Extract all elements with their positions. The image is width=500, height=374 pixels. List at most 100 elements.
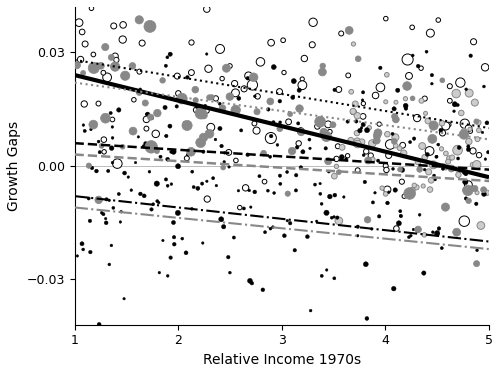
Point	[432, 154, 440, 160]
Point	[280, 70, 288, 76]
Point	[260, 150, 268, 156]
Point	[329, 122, 337, 128]
Point	[344, 73, 352, 79]
Point	[111, 53, 119, 59]
Point	[76, 56, 84, 62]
Point	[390, 138, 398, 144]
Point	[296, 105, 304, 111]
Point	[140, 143, 148, 149]
Point	[435, 226, 443, 232]
Point	[253, 109, 261, 115]
Point	[158, 77, 166, 83]
Point	[188, 206, 196, 212]
Point	[345, 27, 353, 33]
Point	[392, 134, 400, 140]
Point	[372, 92, 380, 98]
Point	[94, 197, 102, 203]
Point	[306, 145, 314, 151]
Point	[232, 157, 240, 163]
Point	[408, 24, 416, 30]
Point	[202, 51, 210, 57]
Point	[174, 91, 182, 96]
Point	[430, 172, 438, 178]
Point	[167, 149, 175, 155]
Point	[119, 22, 127, 28]
Point	[90, 122, 98, 128]
Point	[330, 214, 338, 220]
Point	[394, 87, 402, 93]
Point	[396, 208, 404, 214]
Point	[247, 204, 255, 210]
Point	[419, 183, 427, 189]
Point	[340, 194, 348, 200]
Point	[147, 144, 155, 150]
Point	[217, 216, 225, 222]
Point	[472, 261, 480, 267]
Point	[290, 78, 298, 84]
Point	[474, 120, 482, 126]
Point	[85, 163, 93, 169]
Point	[404, 56, 411, 62]
Point	[280, 233, 288, 239]
Point	[364, 217, 372, 223]
Point	[350, 41, 358, 47]
Point	[353, 138, 361, 144]
Point	[460, 128, 468, 134]
Point	[347, 137, 355, 143]
Point	[318, 69, 326, 75]
Point	[153, 148, 161, 154]
Point	[209, 175, 217, 181]
Point	[248, 280, 256, 286]
Point	[293, 144, 301, 150]
Point	[80, 101, 88, 107]
Point	[438, 77, 446, 83]
Point	[414, 63, 422, 69]
Point	[284, 119, 292, 125]
Point	[405, 234, 413, 240]
Point	[203, 196, 211, 202]
Point	[142, 116, 150, 122]
Point	[86, 249, 94, 255]
Point	[402, 103, 409, 109]
Point	[359, 122, 367, 128]
Point	[270, 119, 278, 125]
Point	[354, 233, 362, 239]
Point	[484, 149, 492, 155]
Point	[326, 194, 334, 200]
Point	[90, 52, 98, 58]
Point	[240, 86, 248, 92]
Point	[408, 187, 416, 193]
Point	[200, 113, 208, 119]
Point	[164, 183, 172, 189]
Point	[398, 179, 406, 185]
Point	[453, 145, 461, 151]
Point	[454, 156, 462, 162]
Point	[426, 148, 434, 154]
Point	[104, 168, 112, 174]
Point	[149, 201, 157, 207]
Point	[192, 97, 200, 103]
Point	[166, 255, 174, 261]
Point	[314, 123, 322, 129]
Point	[230, 80, 238, 86]
Point	[416, 212, 424, 218]
Point	[315, 122, 323, 128]
Point	[407, 233, 415, 239]
Point	[276, 173, 284, 179]
Point	[470, 39, 478, 45]
Point	[183, 155, 191, 161]
Point	[374, 158, 382, 164]
Point	[312, 218, 320, 224]
Point	[114, 160, 122, 166]
Point	[164, 54, 172, 60]
Point	[279, 37, 287, 43]
Point	[106, 261, 114, 267]
Point	[360, 152, 368, 158]
Point	[197, 110, 205, 116]
Point	[154, 200, 162, 206]
Point	[207, 124, 215, 130]
Point	[430, 123, 438, 129]
Point	[225, 164, 233, 170]
Point	[138, 40, 146, 46]
Point	[292, 172, 300, 178]
